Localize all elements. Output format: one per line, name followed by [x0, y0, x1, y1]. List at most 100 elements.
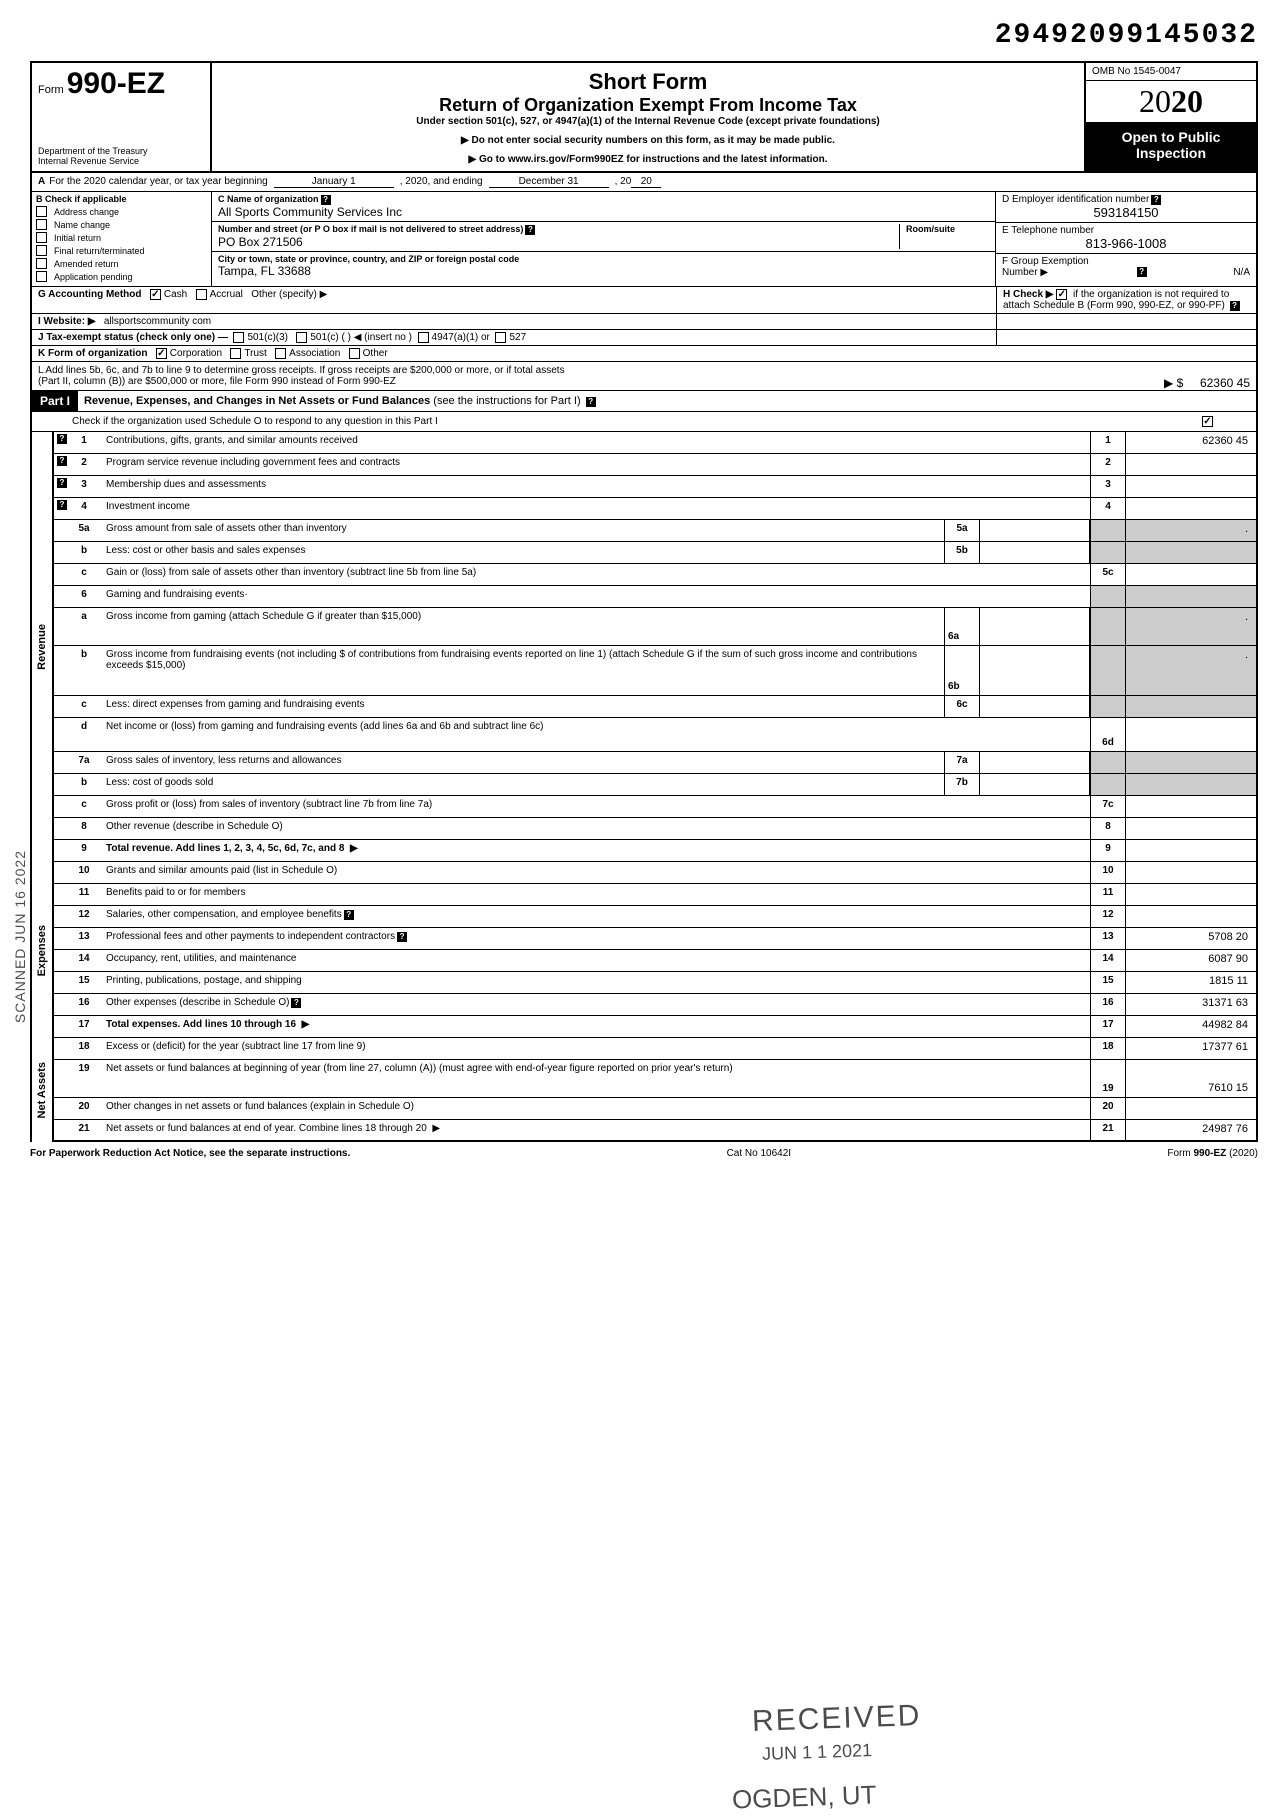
line-6d-amt[interactable] — [1126, 718, 1256, 751]
line-a-year[interactable]: 20 — [631, 176, 661, 188]
help-icon[interactable]: ? — [291, 998, 301, 1008]
line-20: 20 Other changes in net assets or fund b… — [54, 1098, 1256, 1120]
chk-schedule-o[interactable] — [1202, 416, 1213, 427]
line-6b-subval[interactable] — [980, 646, 1090, 695]
chk-trust[interactable] — [230, 348, 241, 359]
line-19-amt[interactable]: 7610 15 — [1126, 1060, 1256, 1097]
line-21-amt[interactable]: 24987 76 — [1126, 1120, 1256, 1140]
line-4-desc: Investment income — [100, 498, 1090, 519]
chk-initial-return[interactable]: Initial return — [36, 232, 207, 243]
help-icon[interactable]: ? — [57, 434, 67, 444]
line-12-amt[interactable] — [1126, 906, 1256, 927]
line-13-desc-text: Professional fees and other payments to … — [106, 931, 395, 942]
line-19-desc: Net assets or fund balances at beginning… — [100, 1060, 1090, 1097]
line-7a-subval[interactable] — [980, 752, 1090, 773]
chk-cash[interactable] — [150, 289, 161, 300]
line-10-desc: Grants and similar amounts paid (list in… — [100, 862, 1090, 883]
chk-application-pending-label: Application pending — [54, 272, 133, 282]
line-3-desc: Membership dues and assessments — [100, 476, 1090, 497]
line-9-amt[interactable] — [1126, 840, 1256, 861]
line-18-amt-label: 18 — [1090, 1038, 1126, 1059]
line-21-desc: Net assets or fund balances at end of ye… — [100, 1120, 1090, 1140]
help-icon[interactable]: ? — [57, 500, 67, 510]
open-public-1: Open to Public — [1090, 129, 1252, 145]
chk-final-return[interactable]: Final return/terminated — [36, 245, 207, 256]
city-value[interactable]: Tampa, FL 33688 — [218, 264, 989, 278]
line-13-amt[interactable]: 5708 20 — [1126, 928, 1256, 949]
line-4-amt[interactable] — [1126, 498, 1256, 519]
group-label2: Number ▶ — [1002, 267, 1048, 278]
chk-association[interactable] — [275, 348, 286, 359]
line-7c-amt[interactable] — [1126, 796, 1256, 817]
line-8-amt[interactable] — [1126, 818, 1256, 839]
line-18-desc: Excess or (deficit) for the year (subtra… — [100, 1038, 1090, 1059]
help-icon[interactable]: ? — [1151, 195, 1161, 205]
chk-4947[interactable] — [418, 332, 429, 343]
room-label: Room/suite — [906, 224, 989, 234]
line-a-end[interactable]: December 31 — [489, 176, 609, 188]
chk-application-pending[interactable]: Application pending — [36, 271, 207, 282]
line-6a-gray2: . — [1126, 608, 1256, 645]
addr-value[interactable]: PO Box 271506 — [218, 235, 899, 249]
line-3-amt[interactable] — [1126, 476, 1256, 497]
line-10-amt[interactable] — [1126, 862, 1256, 883]
city-label: City or town, state or province, country… — [218, 254, 989, 264]
row-h: H Check ▶ if the organization is not req… — [996, 287, 1256, 313]
website-value[interactable]: allsportscommunity com — [104, 316, 211, 327]
line-6a-subval[interactable] — [980, 608, 1090, 645]
line-11-amt[interactable] — [1126, 884, 1256, 905]
chk-corporation[interactable] — [156, 348, 167, 359]
line-5b-subval[interactable] — [980, 542, 1090, 563]
line-15-amt[interactable]: 1815 11 — [1126, 972, 1256, 993]
line-a-prefix: A — [38, 176, 45, 188]
line-a-begin[interactable]: January 1 — [274, 176, 394, 188]
chk-address-change[interactable]: Address change — [36, 206, 207, 217]
help-icon[interactable]: ? — [586, 397, 596, 407]
line-4: ? 4 Investment income 4 — [54, 498, 1256, 520]
chk-527[interactable] — [495, 332, 506, 343]
line-5c-amt[interactable] — [1126, 564, 1256, 585]
other-label: Other (specify) ▶ — [251, 289, 327, 300]
line-6-gray — [1090, 586, 1126, 607]
help-icon[interactable]: ? — [525, 225, 535, 235]
line-20-amt-label: 20 — [1090, 1098, 1126, 1119]
help-icon[interactable]: ? — [397, 932, 407, 942]
line-13-num: 13 — [68, 928, 100, 949]
j-opt-1: 501(c) ( — [310, 332, 344, 343]
line-14-amt[interactable]: 6087 90 — [1126, 950, 1256, 971]
chk-accrual[interactable] — [196, 289, 207, 300]
help-icon[interactable]: ? — [344, 910, 354, 920]
chk-other[interactable] — [349, 348, 360, 359]
line-11: 11 Benefits paid to or for members 11 — [54, 884, 1256, 906]
dept-line2: Internal Revenue Service — [38, 157, 204, 167]
help-icon[interactable]: ? — [57, 478, 67, 488]
phone-value[interactable]: 813-966-1008 — [1002, 236, 1250, 251]
group-label: F Group Exemption — [1002, 256, 1089, 267]
line-17-amt[interactable]: 44982 84 — [1126, 1016, 1256, 1037]
line-1-amt[interactable]: 62360 45 — [1126, 432, 1256, 453]
chk-501c[interactable] — [296, 332, 307, 343]
chk-amended-return[interactable]: Amended return — [36, 258, 207, 269]
line-11-desc: Benefits paid to or for members — [100, 884, 1090, 905]
help-icon[interactable]: ? — [57, 456, 67, 466]
help-icon[interactable]: ? — [321, 195, 331, 205]
line-6c-subval[interactable] — [980, 696, 1090, 717]
line-20-amt[interactable] — [1126, 1098, 1256, 1119]
line-5a-subval[interactable] — [980, 520, 1090, 541]
chk-name-change[interactable]: Name change — [36, 219, 207, 230]
ein-value[interactable]: 593184150 — [1002, 205, 1250, 220]
line-18-amt[interactable]: 17377 61 — [1126, 1038, 1256, 1059]
chk-schedule-b[interactable] — [1056, 289, 1067, 300]
line-7b-subval[interactable] — [980, 774, 1090, 795]
group-value[interactable]: N/A — [1233, 267, 1250, 278]
line-16-amt[interactable]: 31371 63 — [1126, 994, 1256, 1015]
chk-name-change-label: Name change — [54, 220, 110, 230]
org-name[interactable]: All Sports Community Services Inc — [218, 205, 989, 219]
help-icon[interactable]: ? — [1230, 301, 1240, 311]
row-j: J Tax-exempt status (check only one) — 5… — [32, 330, 1256, 346]
help-icon[interactable]: ? — [1137, 267, 1147, 277]
line-2-amt[interactable] — [1126, 454, 1256, 475]
l-amount[interactable]: 62360 45 — [1200, 376, 1250, 390]
line-6a-desc: Gross income from gaming (attach Schedul… — [100, 608, 944, 645]
chk-501c3[interactable] — [233, 332, 244, 343]
